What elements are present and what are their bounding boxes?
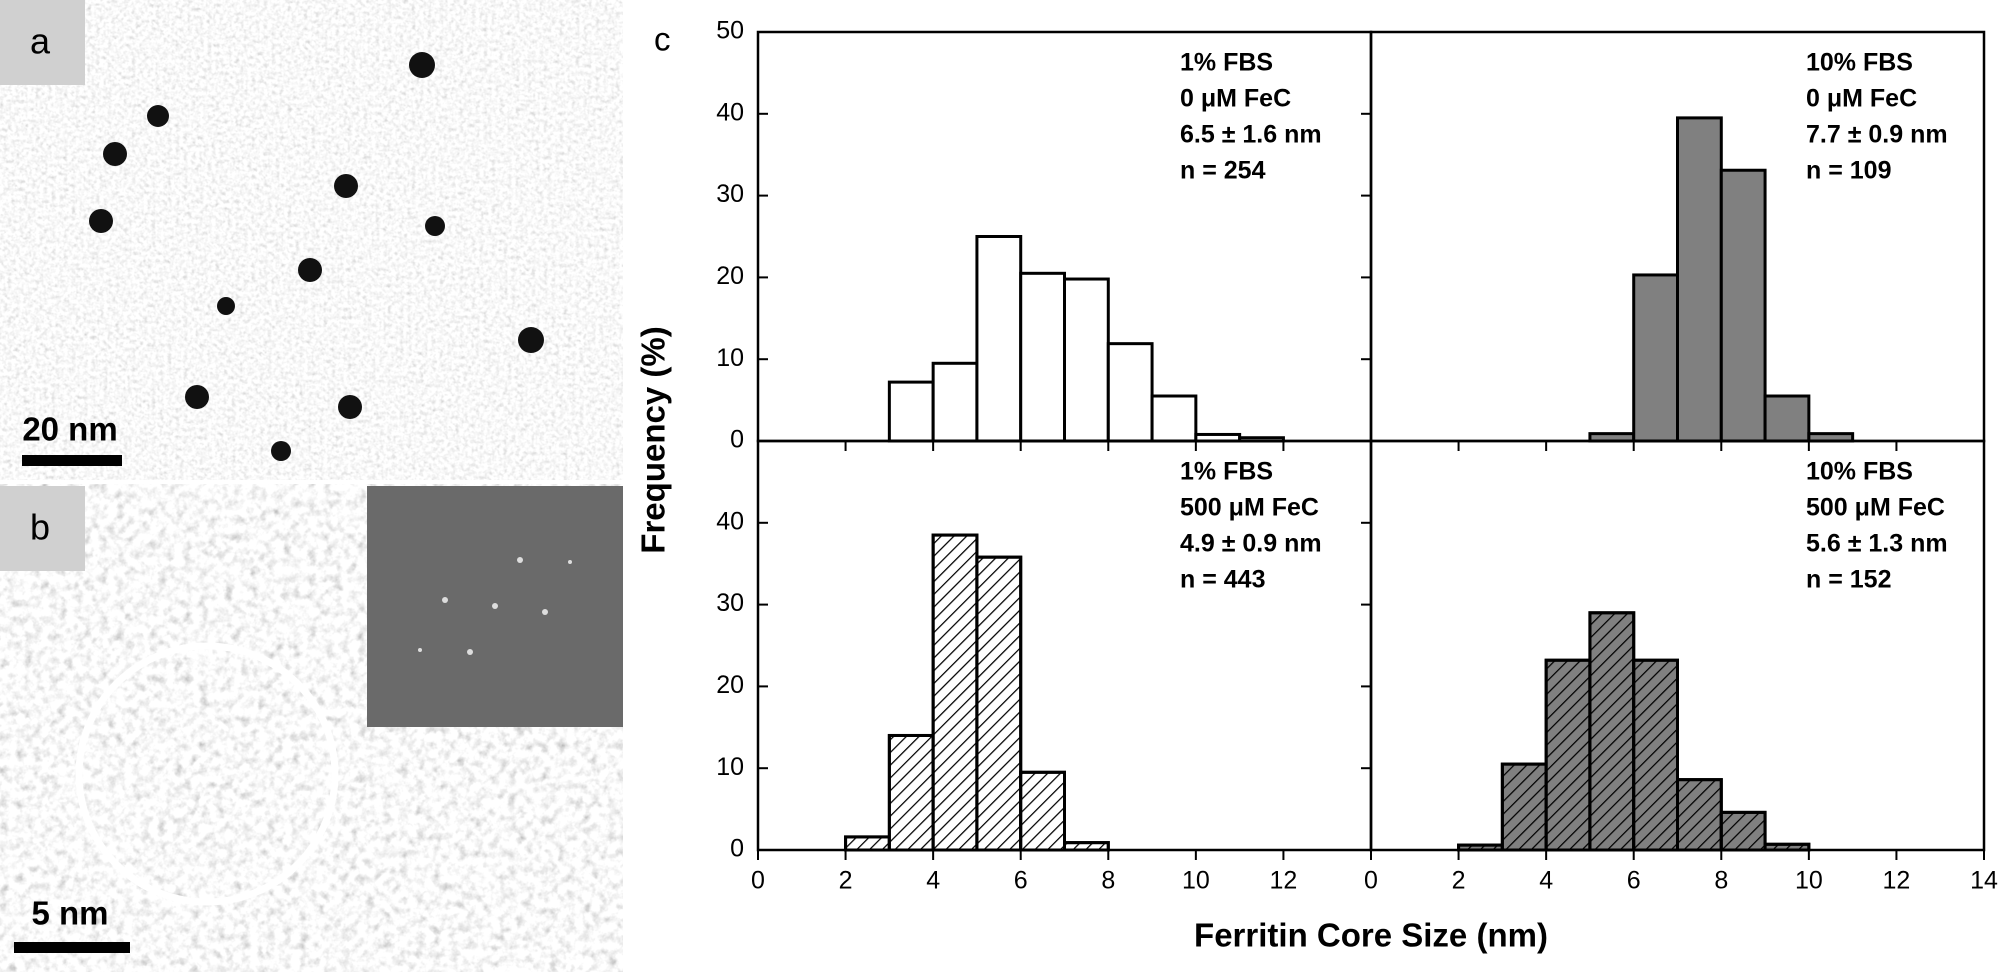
y-tick-label: 20	[716, 262, 744, 290]
scale-bar	[22, 455, 122, 466]
x-tick-label: 4	[1539, 867, 1553, 895]
annotation: 500 μM FeC	[1180, 494, 1319, 522]
bar	[1063, 277, 1110, 443]
x-axis-label: Ferritin Core Size (nm)	[1194, 917, 1548, 954]
x-tick-label: 12	[1883, 867, 1911, 895]
y-tick-label: 0	[730, 835, 744, 863]
bar	[1763, 394, 1811, 443]
annotation: 0 μM FeC	[1180, 85, 1291, 113]
annotation: 1% FBS	[1180, 458, 1273, 486]
x-tick-label: 2	[1452, 867, 1466, 895]
y-axis-label: Frequency (%)	[635, 326, 672, 553]
bar-hatch	[1632, 658, 1679, 852]
y-tick-label: 40	[716, 507, 744, 535]
annotation: n = 254	[1180, 157, 1266, 185]
bar-hatch	[1544, 658, 1592, 852]
image-b: b 5 nm	[0, 484, 623, 972]
x-tick-label: 2	[839, 867, 853, 895]
y-tick-label: 30	[716, 589, 744, 617]
x-tick-label: 10	[1795, 867, 1823, 895]
x-tick-label: 10	[1182, 867, 1210, 895]
bar	[931, 361, 979, 443]
annotation: n = 443	[1180, 566, 1265, 594]
label-box	[0, 0, 85, 85]
scale-bar	[14, 942, 130, 953]
bar-hatch	[887, 733, 935, 852]
bar	[1106, 342, 1154, 443]
x-tick-label: 12	[1270, 867, 1298, 895]
x-tick-label: 8	[1714, 867, 1728, 895]
panel-label: c	[654, 21, 671, 58]
annotation: 7.7 ± 0.9 nm	[1806, 121, 1948, 149]
bar-hatch	[1588, 611, 1636, 852]
x-tick-label: 6	[1014, 867, 1028, 895]
label-box	[0, 486, 85, 571]
bar	[887, 380, 935, 443]
annotation: 500 μM FeC	[1806, 494, 1945, 522]
annotation: 4.9 ± 0.9 nm	[1180, 530, 1322, 558]
x-tick-label: 6	[1627, 867, 1641, 895]
annotation: n = 152	[1806, 566, 1891, 594]
annotation: 5.6 ± 1.3 nm	[1806, 530, 1948, 558]
bar-hatch	[1500, 762, 1548, 852]
y-tick-label: 50	[716, 17, 744, 45]
bar	[1676, 116, 1723, 443]
bar-hatch	[1719, 810, 1767, 852]
y-tick-label: 30	[716, 180, 744, 208]
bar-hatch	[975, 555, 1023, 852]
bar	[1719, 168, 1767, 443]
x-tick-label: 8	[1101, 867, 1115, 895]
tem-image	[0, 0, 623, 480]
y-tick-label: 10	[716, 344, 744, 372]
bar-hatch	[844, 835, 891, 852]
bar-hatch	[1019, 770, 1067, 852]
scale-bar-label: 20 nm	[22, 411, 117, 448]
y-tick-label: 40	[716, 98, 744, 126]
annotation: n = 109	[1806, 157, 1891, 185]
annotation: 1% FBS	[1180, 49, 1273, 77]
particle-outline	[75, 642, 339, 906]
scale-bar-label: 5 nm	[31, 895, 108, 932]
panel-label: b	[30, 507, 50, 548]
image-a: a 20 nm	[0, 0, 623, 480]
bar	[1150, 394, 1198, 443]
annotation: 0 μM FeC	[1806, 85, 1917, 113]
x-tick-label: 0	[751, 867, 765, 895]
bar	[975, 235, 1023, 443]
bar	[1632, 273, 1679, 443]
x-tick-label: 14	[1970, 867, 1998, 895]
annotation: 6.5 ± 1.6 nm	[1180, 121, 1322, 149]
bar	[1019, 271, 1067, 443]
y-tick-label: 20	[716, 671, 744, 699]
panel-label: a	[30, 21, 51, 62]
annotation: 10% FBS	[1806, 458, 1913, 486]
annotation: 10% FBS	[1806, 49, 1913, 77]
y-tick-label: 10	[716, 753, 744, 781]
bar-hatch	[931, 533, 979, 852]
x-tick-label: 4	[926, 867, 940, 895]
y-tick-label: 0	[730, 426, 744, 454]
plot-frame	[1369, 439, 1986, 852]
fft-spots	[418, 557, 572, 655]
particles	[89, 52, 544, 461]
x-tick-label: 0	[1364, 867, 1378, 895]
bar-hatch	[1676, 778, 1723, 852]
